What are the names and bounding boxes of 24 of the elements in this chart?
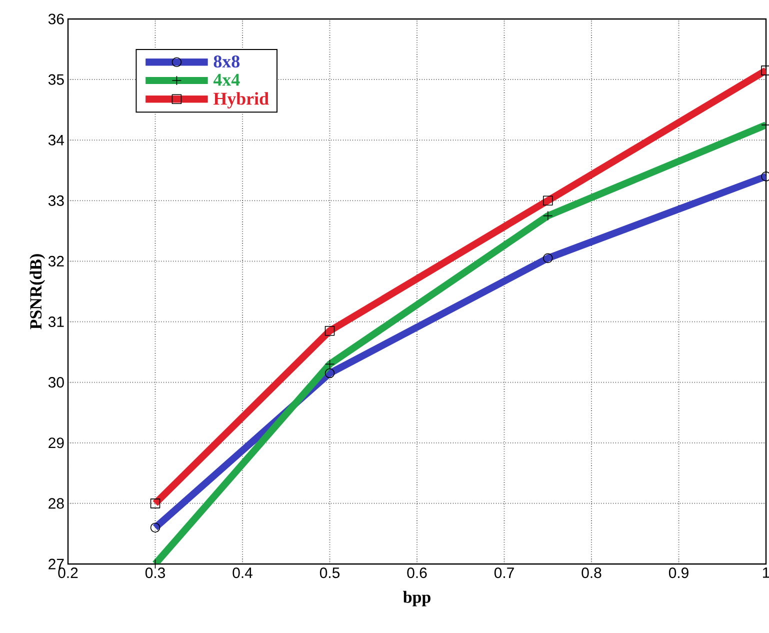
x-tick-label: 0.4: [232, 568, 252, 578]
x-tick-label: 0.3: [145, 568, 165, 578]
y-tick-label: 33: [48, 195, 64, 206]
y-tick-label: 27: [48, 558, 64, 570]
y-tick-label: 28: [48, 498, 64, 509]
y-tick-label: 30: [48, 377, 64, 388]
x-tick-label: 0.2: [58, 568, 78, 578]
y-tick-label: 34: [48, 134, 64, 146]
x-tick-label: 0.6: [407, 568, 427, 578]
x-tick-label: 0.5: [320, 568, 340, 578]
x-tick-label: 0.8: [582, 568, 602, 578]
y-axis-title: PSNR(dB): [30, 254, 46, 330]
x-tick-label: 0.7: [494, 568, 514, 578]
legend-label: 4x4: [213, 74, 240, 86]
legend-label: Hybrid: [214, 92, 269, 108]
y-tick-label: 31: [48, 316, 64, 328]
y-tick-label: 36: [48, 14, 64, 24]
y-tick-label: 29: [48, 438, 64, 448]
legend-label: 8x8: [214, 55, 240, 68]
y-tick-label: 32: [48, 256, 64, 266]
y-tick-label: 35: [48, 74, 64, 85]
x-tick-label: 1: [762, 568, 769, 578]
x-axis-title: bpp: [403, 590, 430, 606]
x-tick-label: 0.9: [668, 568, 688, 578]
